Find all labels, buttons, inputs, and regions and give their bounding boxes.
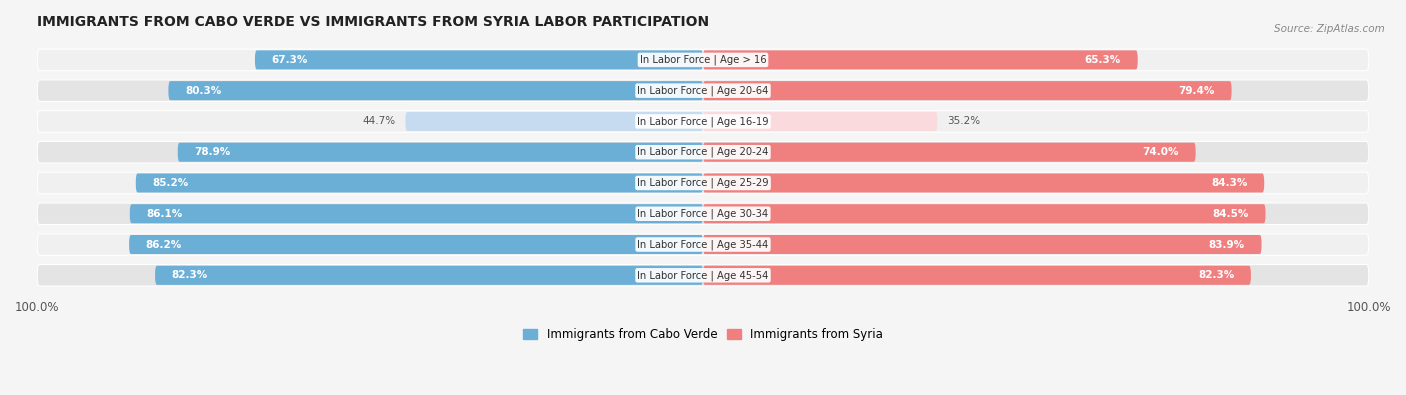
Text: 80.3%: 80.3%	[186, 86, 221, 96]
FancyBboxPatch shape	[703, 266, 1251, 285]
Text: In Labor Force | Age 20-24: In Labor Force | Age 20-24	[637, 147, 769, 158]
FancyBboxPatch shape	[136, 173, 703, 192]
Text: In Labor Force | Age 30-34: In Labor Force | Age 30-34	[637, 209, 769, 219]
FancyBboxPatch shape	[703, 81, 1232, 100]
Text: 85.2%: 85.2%	[152, 178, 188, 188]
FancyBboxPatch shape	[37, 141, 1369, 163]
FancyBboxPatch shape	[703, 112, 938, 131]
Text: 44.7%: 44.7%	[363, 117, 395, 126]
FancyBboxPatch shape	[37, 172, 1369, 194]
Text: In Labor Force | Age 45-54: In Labor Force | Age 45-54	[637, 270, 769, 280]
Legend: Immigrants from Cabo Verde, Immigrants from Syria: Immigrants from Cabo Verde, Immigrants f…	[519, 323, 887, 346]
FancyBboxPatch shape	[37, 49, 1369, 71]
FancyBboxPatch shape	[37, 111, 1369, 132]
Text: In Labor Force | Age 25-29: In Labor Force | Age 25-29	[637, 178, 769, 188]
FancyBboxPatch shape	[37, 265, 1369, 286]
FancyBboxPatch shape	[703, 235, 1261, 254]
Text: In Labor Force | Age 35-44: In Labor Force | Age 35-44	[637, 239, 769, 250]
FancyBboxPatch shape	[169, 81, 703, 100]
Text: 83.9%: 83.9%	[1209, 239, 1244, 250]
FancyBboxPatch shape	[405, 112, 703, 131]
Text: In Labor Force | Age 16-19: In Labor Force | Age 16-19	[637, 116, 769, 127]
Text: 74.0%: 74.0%	[1143, 147, 1180, 157]
Text: 79.4%: 79.4%	[1178, 86, 1215, 96]
FancyBboxPatch shape	[37, 80, 1369, 102]
Text: 86.1%: 86.1%	[146, 209, 183, 219]
FancyBboxPatch shape	[37, 234, 1369, 255]
Text: Source: ZipAtlas.com: Source: ZipAtlas.com	[1274, 24, 1385, 34]
FancyBboxPatch shape	[177, 143, 703, 162]
FancyBboxPatch shape	[129, 235, 703, 254]
FancyBboxPatch shape	[254, 50, 703, 70]
FancyBboxPatch shape	[703, 143, 1195, 162]
FancyBboxPatch shape	[703, 50, 1137, 70]
Text: In Labor Force | Age > 16: In Labor Force | Age > 16	[640, 55, 766, 65]
Text: 86.2%: 86.2%	[146, 239, 181, 250]
Text: 82.3%: 82.3%	[172, 270, 208, 280]
FancyBboxPatch shape	[703, 173, 1264, 192]
Text: 82.3%: 82.3%	[1198, 270, 1234, 280]
FancyBboxPatch shape	[37, 203, 1369, 224]
Text: 78.9%: 78.9%	[194, 147, 231, 157]
Text: 65.3%: 65.3%	[1085, 55, 1121, 65]
Text: In Labor Force | Age 20-64: In Labor Force | Age 20-64	[637, 85, 769, 96]
FancyBboxPatch shape	[155, 266, 703, 285]
FancyBboxPatch shape	[703, 204, 1265, 223]
Text: 67.3%: 67.3%	[271, 55, 308, 65]
Text: 84.5%: 84.5%	[1212, 209, 1249, 219]
Text: 35.2%: 35.2%	[948, 117, 980, 126]
FancyBboxPatch shape	[129, 204, 703, 223]
Text: 84.3%: 84.3%	[1211, 178, 1247, 188]
Text: IMMIGRANTS FROM CABO VERDE VS IMMIGRANTS FROM SYRIA LABOR PARTICIPATION: IMMIGRANTS FROM CABO VERDE VS IMMIGRANTS…	[37, 15, 710, 29]
